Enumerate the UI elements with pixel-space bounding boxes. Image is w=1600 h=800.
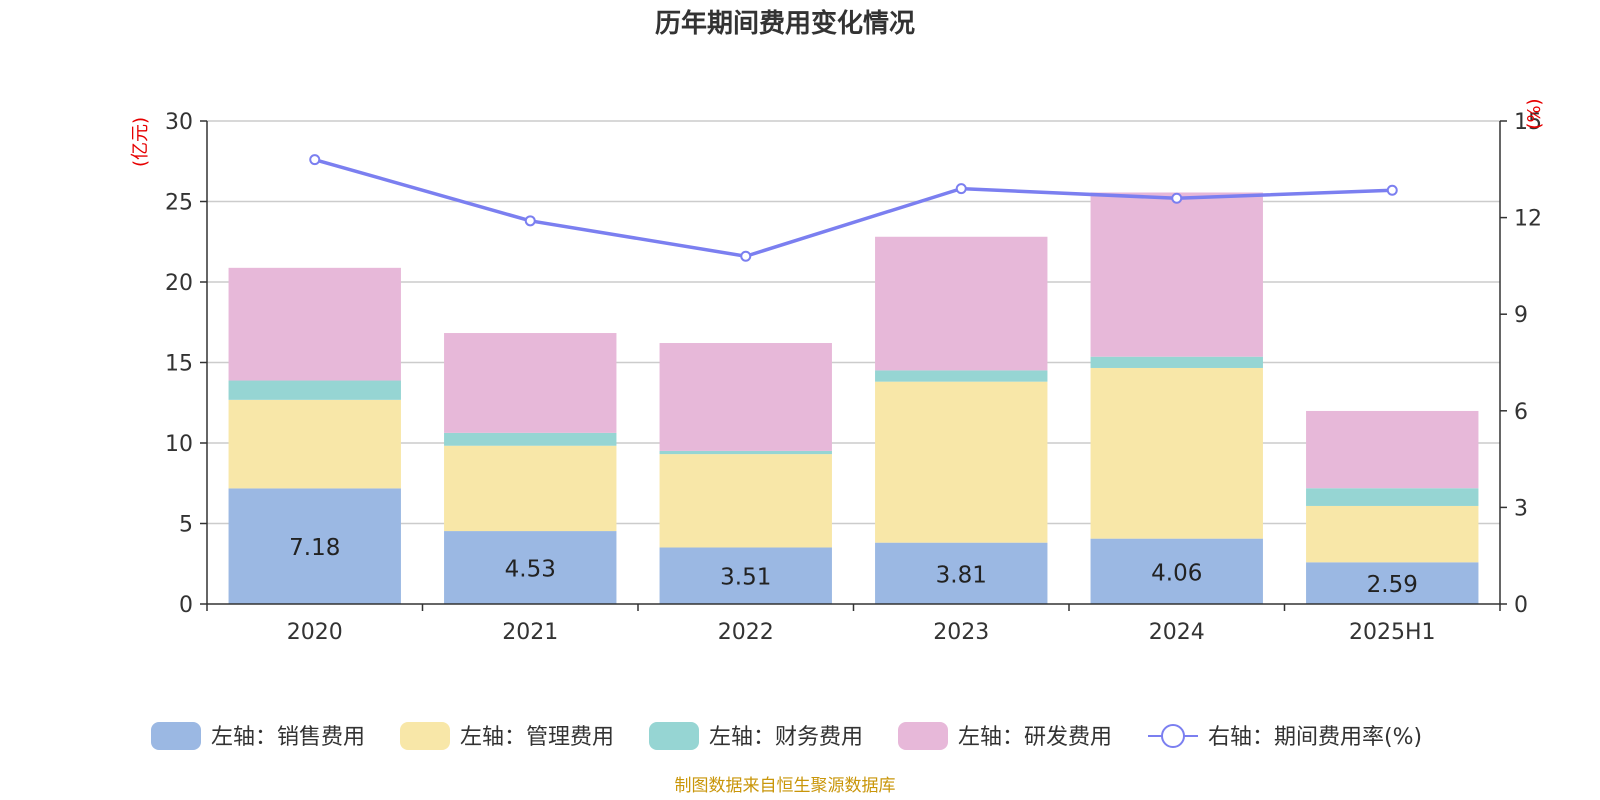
bar-segment — [228, 488, 401, 604]
bar-segment — [228, 267, 401, 381]
right-tick-label: 0 — [1514, 593, 1528, 618]
legend-swatch-marker — [1161, 724, 1185, 748]
bar-segment — [659, 454, 832, 548]
x-tick-label: 2024 — [1149, 620, 1205, 645]
legend-swatch — [151, 722, 201, 750]
bar-segment — [444, 432, 617, 446]
bar-value-label: 4.06 — [1151, 560, 1202, 586]
x-tick-label: 2020 — [287, 620, 343, 645]
axes: 0 5 10 15 20 25 30 0 3 6 9 12 15 2020 2021 2022 2023 2024… — [165, 110, 1542, 645]
x-tick-label: 2022 — [718, 620, 774, 645]
left-tick-label: 10 — [165, 432, 193, 457]
legend: 左轴：销售费用 左轴：管理费用 左轴：财务费用 左轴：研发费用 右轴：期间费用率(%) — [151, 722, 1422, 750]
rate-line — [309, 154, 1398, 262]
legend-label: 右轴：期间费用率(%) — [1208, 725, 1422, 750]
bar-segment — [1090, 367, 1263, 539]
bar-segment — [875, 542, 1048, 604]
legend-label: 左轴：研发费用 — [958, 725, 1112, 750]
bar-segment — [875, 381, 1048, 543]
bar-segment — [1306, 488, 1479, 506]
left-axis-unit: (亿元) — [130, 117, 151, 167]
legend-label: 左轴：管理费用 — [460, 725, 614, 750]
rate-point — [1386, 184, 1398, 196]
left-tick-label: 25 — [165, 191, 193, 216]
right-tick-label: 15 — [1514, 110, 1542, 135]
bars: 7.18 4.53 3.51 3.81 4.06 2.59 — [228, 192, 1479, 604]
bar-segment — [659, 450, 832, 455]
rate-point — [740, 250, 752, 262]
left-tick-label: 0 — [179, 593, 193, 618]
bar-segment — [444, 531, 617, 604]
bar-value-label: 4.53 — [505, 557, 556, 583]
bar-segment — [228, 380, 401, 400]
right-tick-label: 9 — [1514, 303, 1528, 328]
rate-point — [1171, 192, 1183, 204]
rate-point — [524, 215, 536, 227]
source-note: 制图数据来自恒生聚源数据库 — [675, 776, 896, 796]
bar-segment — [1090, 538, 1263, 604]
right-tick-label: 6 — [1514, 400, 1528, 425]
left-tick-label: 5 — [179, 513, 193, 538]
left-tick-label: 15 — [165, 352, 193, 377]
bar-segment — [444, 333, 617, 433]
bar-segment — [1306, 505, 1479, 563]
x-tick-label: 2023 — [933, 620, 989, 645]
bar-value-label: 3.51 — [720, 565, 771, 591]
bar-segment — [444, 445, 617, 532]
bar-segment — [659, 343, 832, 451]
rate-point — [955, 183, 967, 195]
legend-label: 左轴：财务费用 — [709, 725, 863, 750]
bar-segment — [875, 370, 1048, 382]
bar-segment — [659, 547, 832, 604]
rate-point — [309, 154, 321, 166]
bar-segment — [1306, 410, 1479, 489]
bar-segment — [1090, 356, 1263, 368]
legend-label: 左轴：销售费用 — [211, 725, 365, 750]
right-tick-label: 3 — [1514, 496, 1528, 521]
bar-value-label: 2.59 — [1367, 572, 1418, 598]
x-tick-label: 2025H1 — [1349, 620, 1436, 645]
legend-swatch — [898, 722, 948, 750]
x-tick-label: 2021 — [502, 620, 558, 645]
right-tick-label: 12 — [1514, 207, 1542, 232]
bar-segment — [1090, 192, 1263, 357]
right-axis-unit: (%) — [1524, 98, 1545, 129]
left-tick-label: 30 — [165, 110, 193, 135]
left-tick-label: 20 — [165, 271, 193, 296]
rate-line-path — [314, 157, 1393, 259]
chart-title: 历年期间费用变化情况 — [655, 8, 915, 39]
bar-value-label: 3.81 — [936, 562, 987, 588]
legend-swatch — [400, 722, 450, 750]
bar-value-label: 7.18 — [289, 535, 340, 561]
bar-segment — [1306, 562, 1479, 604]
bar-segment — [875, 236, 1048, 371]
grid — [207, 120, 1500, 525]
legend-swatch — [649, 722, 699, 750]
bar-segment — [228, 399, 401, 489]
